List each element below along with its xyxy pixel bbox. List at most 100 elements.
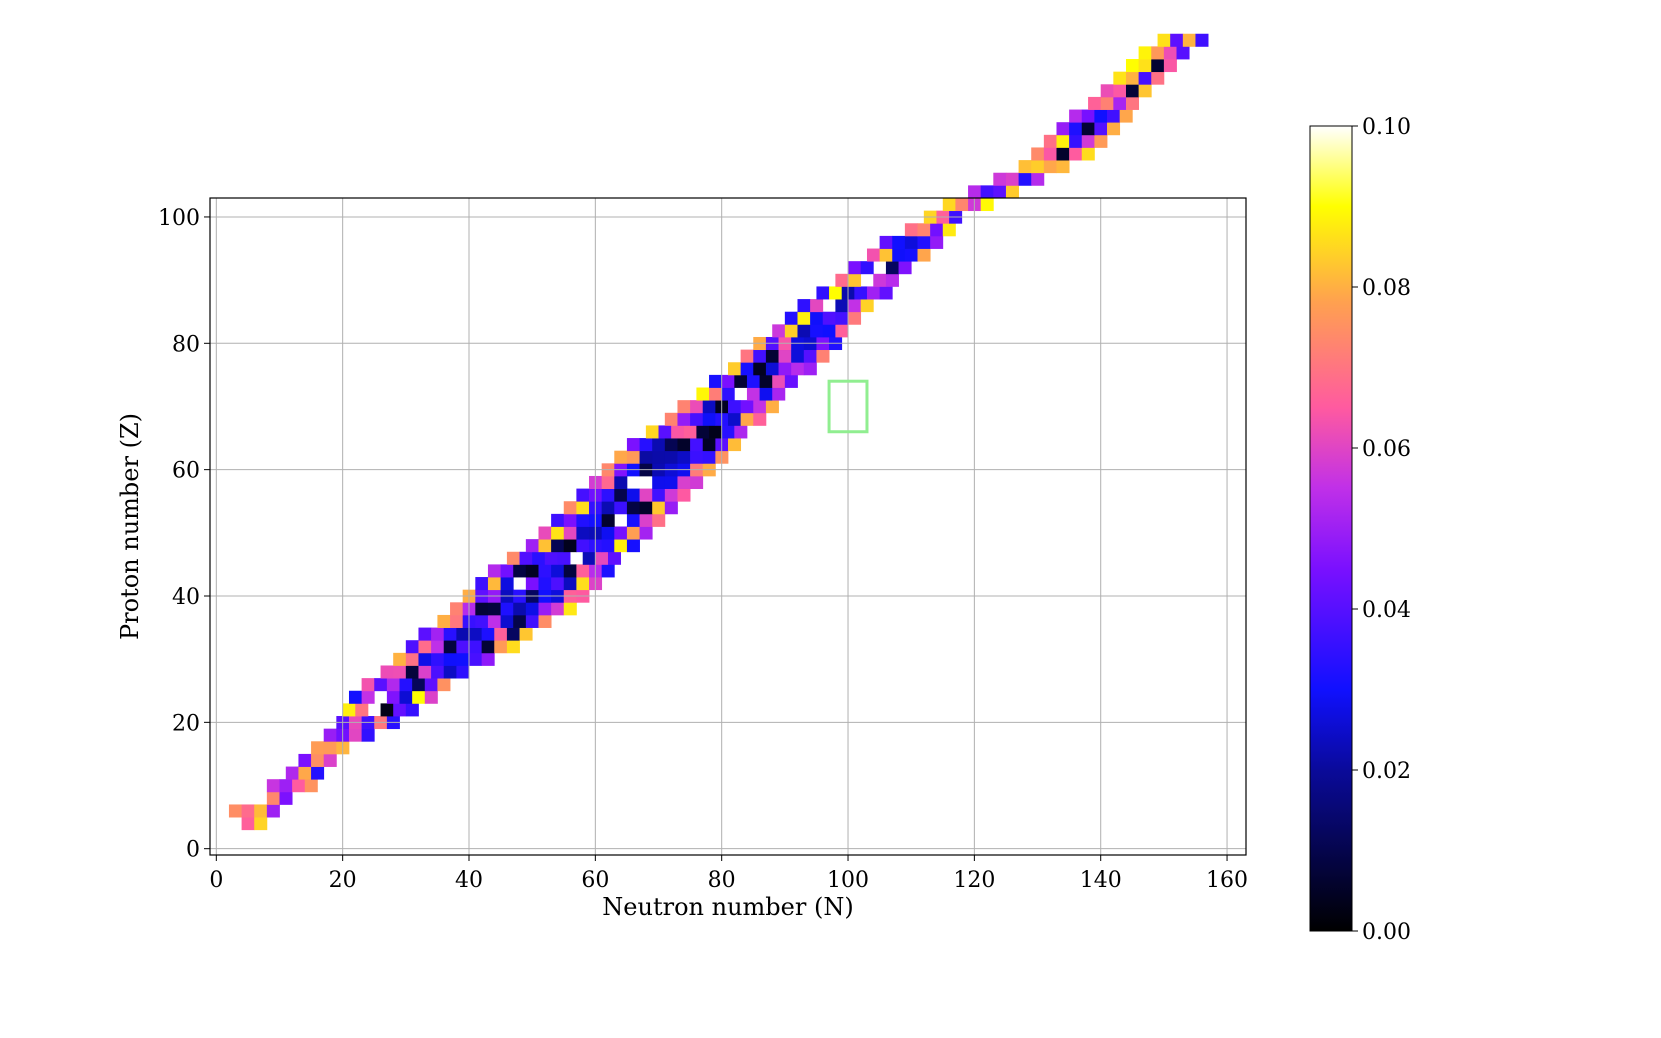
heatmap-cell bbox=[1125, 96, 1140, 110]
heatmap-cell bbox=[1151, 59, 1165, 73]
heatmap-cell bbox=[1056, 147, 1070, 161]
y-axis-ticks: 0 20 40 60 80 100 bbox=[158, 206, 210, 863]
heatmap-cell bbox=[487, 602, 501, 616]
heatmap-cell bbox=[405, 703, 419, 717]
heatmap-cell bbox=[1069, 147, 1083, 161]
heatmap-cell bbox=[424, 690, 438, 704]
heatmap-cell bbox=[690, 400, 704, 414]
heatmap-cell bbox=[266, 804, 280, 818]
heatmap-cell bbox=[690, 450, 704, 464]
heatmap-cell bbox=[405, 652, 419, 666]
heatmap-cell bbox=[626, 488, 640, 502]
heatmap-cell bbox=[525, 614, 539, 628]
heatmap-cell bbox=[576, 488, 590, 502]
heatmap-cell bbox=[1163, 59, 1177, 73]
heatmap-cell bbox=[734, 374, 748, 388]
heatmap-cell bbox=[854, 286, 868, 300]
heatmap-cell bbox=[1069, 109, 1083, 123]
heatmap-cell bbox=[443, 640, 457, 654]
heatmap-cell bbox=[601, 501, 615, 515]
heatmap-cell bbox=[797, 299, 811, 313]
heatmap-cell bbox=[393, 652, 407, 666]
heatmap-cell bbox=[1094, 122, 1108, 136]
heatmap-cell bbox=[1031, 172, 1045, 186]
heatmap-cell bbox=[740, 349, 754, 363]
heatmap-cell bbox=[1113, 96, 1127, 110]
heatmap-cell bbox=[519, 627, 533, 641]
heatmap-cell bbox=[506, 551, 520, 565]
heatmap-cell bbox=[519, 551, 533, 565]
heatmap-cell bbox=[386, 690, 400, 704]
heatmap-cell bbox=[677, 488, 691, 502]
heatmap-cell bbox=[399, 678, 413, 692]
heatmap-cell bbox=[626, 539, 640, 553]
heatmap-cell bbox=[784, 324, 798, 338]
heatmap-cell bbox=[671, 425, 685, 439]
heatmap-cell bbox=[702, 438, 716, 452]
heatmap-cell bbox=[810, 324, 824, 338]
heatmap-cell bbox=[525, 564, 539, 578]
heatmap-cell bbox=[791, 349, 805, 363]
heatmap-cell bbox=[538, 577, 552, 591]
heatmap-cell bbox=[348, 690, 363, 704]
heatmap-cell bbox=[298, 766, 312, 780]
heatmap-cell bbox=[835, 324, 849, 338]
heatmap-cell bbox=[538, 602, 552, 616]
heatmap-cell bbox=[639, 526, 653, 540]
colorbar bbox=[1309, 125, 1353, 932]
heatmap-cell bbox=[1125, 84, 1140, 98]
heatmap-cell bbox=[1176, 46, 1190, 60]
heatmap-cell bbox=[614, 539, 628, 553]
heatmap-cell bbox=[551, 513, 565, 527]
heatmap-cell bbox=[904, 248, 918, 262]
heatmap-cell bbox=[266, 779, 280, 793]
heatmap-cell bbox=[677, 450, 691, 464]
heatmap-cell bbox=[1043, 147, 1057, 161]
heatmap-cell bbox=[860, 261, 874, 275]
heatmap-cell bbox=[1005, 185, 1019, 199]
heatmap-cell bbox=[904, 223, 918, 237]
heatmap-cell bbox=[311, 741, 325, 755]
colorbar-tick-label: 0.02 bbox=[1362, 759, 1411, 784]
heatmap-cell bbox=[601, 526, 615, 540]
heatmap-cell bbox=[690, 438, 704, 452]
heatmap-cell bbox=[506, 627, 520, 641]
heatmap-cell bbox=[784, 374, 798, 388]
heatmap-cell bbox=[892, 235, 906, 249]
heatmap-cell bbox=[1125, 59, 1140, 73]
heatmap-cell bbox=[576, 564, 590, 578]
heatmap-cell bbox=[424, 678, 438, 692]
heatmap-cell bbox=[1107, 109, 1121, 123]
heatmap-cell bbox=[892, 248, 906, 262]
heatmap-cell bbox=[469, 652, 483, 666]
x-tick-label: 80 bbox=[708, 868, 736, 893]
heatmap-cell bbox=[437, 678, 451, 692]
heatmap-cell bbox=[822, 311, 836, 325]
heatmap-cell bbox=[298, 753, 312, 767]
heatmap-cell bbox=[418, 627, 432, 641]
heatmap-cell bbox=[728, 412, 742, 426]
heatmap-cell bbox=[487, 614, 501, 628]
heatmap-cell bbox=[904, 235, 918, 249]
plot-frame bbox=[209, 197, 1247, 856]
y-tick-label: 40 bbox=[172, 585, 200, 610]
heatmap-cell bbox=[993, 185, 1007, 199]
heatmap-cell bbox=[576, 539, 590, 553]
heatmap-cell bbox=[551, 526, 565, 540]
heatmap-cell bbox=[279, 779, 293, 793]
heatmap-cell bbox=[816, 349, 830, 363]
heatmap-cell bbox=[639, 488, 653, 502]
heatmap-cell bbox=[1094, 109, 1108, 123]
heatmap-cell bbox=[1113, 71, 1127, 85]
heatmap-cell bbox=[456, 640, 470, 654]
heatmap-cell bbox=[475, 577, 489, 591]
heatmap-cell bbox=[664, 488, 678, 502]
heatmap-cell bbox=[848, 261, 862, 275]
heatmap-cell bbox=[348, 728, 363, 742]
heatmap-cell bbox=[601, 488, 615, 502]
heatmap-cell bbox=[525, 539, 539, 553]
heatmap-cell bbox=[1138, 59, 1152, 73]
heatmap-cell bbox=[500, 602, 514, 616]
heatmap-cell bbox=[866, 248, 881, 262]
x-tick-label: 120 bbox=[953, 868, 995, 893]
